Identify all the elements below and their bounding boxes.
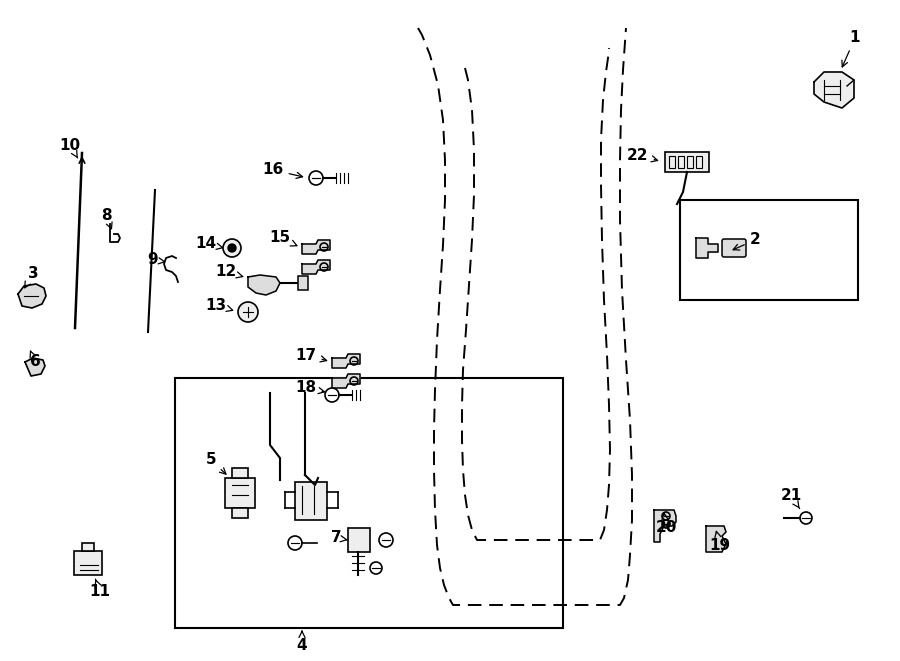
Text: 4: 4 [297,631,307,652]
Bar [232,508,248,518]
Bar [175,378,563,628]
Polygon shape [706,526,726,552]
Text: 18: 18 [295,381,325,395]
Text: 20: 20 [655,514,677,535]
Text: 12: 12 [215,264,243,280]
Polygon shape [332,374,360,388]
Text: 7: 7 [330,531,347,545]
Bar [225,478,255,508]
Text: 17: 17 [295,348,327,362]
Polygon shape [696,238,718,258]
Text: 3: 3 [24,266,39,288]
Text: 9: 9 [148,253,165,268]
Text: 6: 6 [30,351,40,369]
Polygon shape [654,510,676,542]
Polygon shape [18,284,46,308]
Polygon shape [332,354,360,368]
Text: 21: 21 [780,488,802,508]
FancyBboxPatch shape [722,239,746,257]
Bar [696,156,702,168]
Circle shape [238,302,258,322]
Text: 19: 19 [709,531,731,553]
Polygon shape [25,358,45,376]
Bar [295,482,327,520]
Circle shape [223,239,241,257]
Bar [669,156,675,168]
Bar [74,551,102,575]
Text: 2: 2 [734,233,760,250]
Text: 10: 10 [59,137,81,158]
Bar [687,156,693,168]
Bar [232,468,248,478]
Text: 8: 8 [101,208,112,229]
Text: 16: 16 [263,163,302,178]
Text: 14: 14 [195,237,222,251]
Text: 11: 11 [89,579,111,600]
Text: 22: 22 [627,147,658,163]
Polygon shape [248,275,280,295]
Bar [665,152,709,172]
Bar [348,528,370,552]
Polygon shape [302,260,330,274]
Bar [298,276,308,290]
Text: 5: 5 [206,453,226,474]
Polygon shape [814,72,854,108]
Circle shape [228,244,236,252]
Bar [678,156,684,168]
Text: 1: 1 [842,30,860,67]
Text: 15: 15 [269,231,297,246]
Polygon shape [302,240,330,254]
Bar [680,200,858,300]
Bar [82,543,94,551]
Text: 13: 13 [205,297,233,313]
